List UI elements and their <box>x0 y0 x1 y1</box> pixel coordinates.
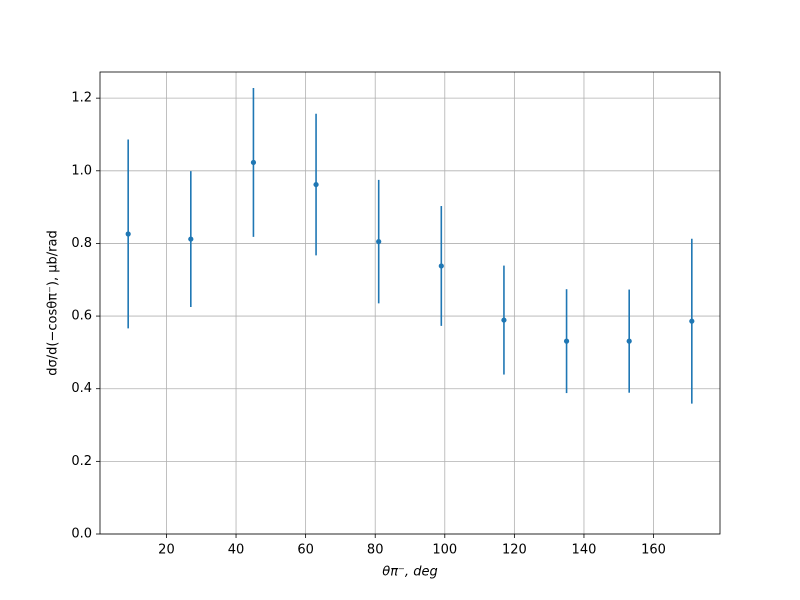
plot-area <box>100 72 720 534</box>
x-tick-label: 40 <box>228 543 245 558</box>
data-point <box>438 263 444 269</box>
x-axis-label: θπ⁻, deg <box>382 565 437 580</box>
y-tick-label: 0.0 <box>71 527 92 542</box>
plot-layer <box>100 72 720 535</box>
data-point <box>313 181 319 188</box>
y-tick-label: 1.2 <box>71 91 92 106</box>
data-point <box>626 338 632 344</box>
x-tick-label: 140 <box>572 543 597 558</box>
x-tick-label: 20 <box>158 543 175 558</box>
data-point <box>188 236 194 242</box>
y-tick-label: 0.2 <box>71 454 92 469</box>
x-tick-label: 100 <box>432 543 457 558</box>
x-tick-label: 60 <box>297 543 314 558</box>
y-axis-label: dσ/d(−cosθπ⁻), μb/rad <box>46 230 61 375</box>
x-tick-label: 120 <box>502 543 527 558</box>
x-tick-label: 160 <box>641 543 666 558</box>
data-point <box>376 239 382 245</box>
data-point <box>689 318 695 324</box>
data-point <box>501 317 507 323</box>
axes-frame <box>99 71 721 535</box>
data-point <box>125 231 131 237</box>
data-point <box>250 159 257 166</box>
y-tick-label: 1.0 <box>71 163 92 178</box>
y-tick-label: 0.4 <box>71 381 92 396</box>
x-tick-label: 80 <box>367 543 384 558</box>
y-tick-label: 0.8 <box>71 236 92 251</box>
data-point <box>563 338 570 344</box>
y-tick-label: 0.6 <box>71 309 92 324</box>
